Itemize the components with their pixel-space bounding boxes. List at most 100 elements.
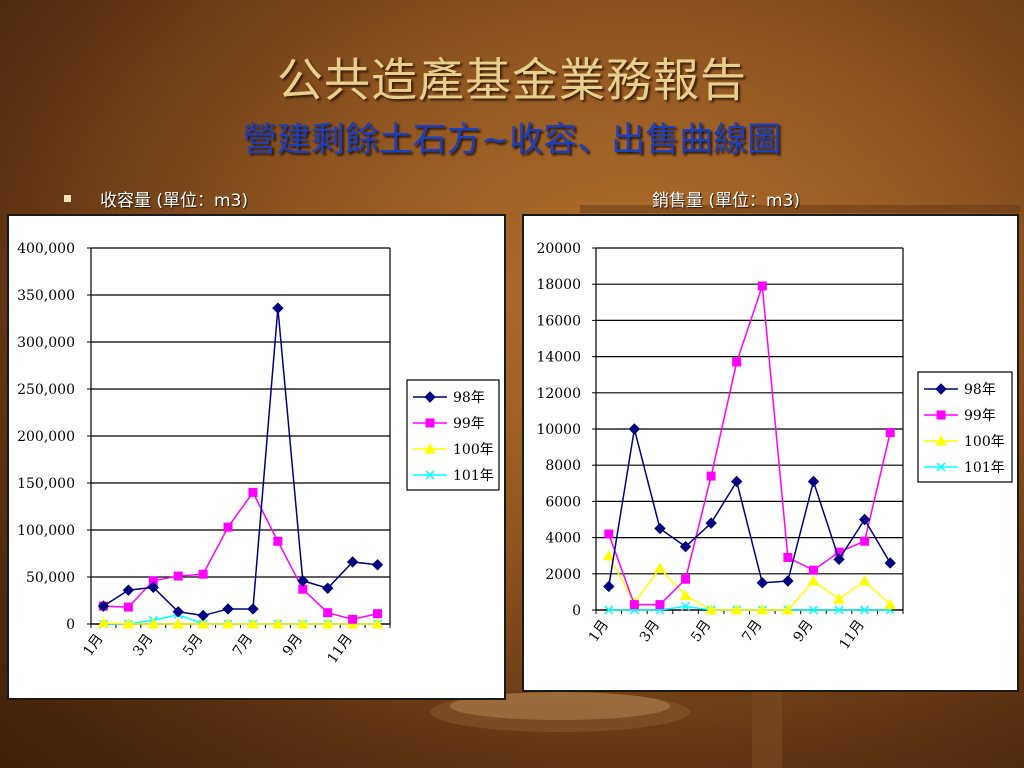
x-tick-label: 7月	[230, 631, 256, 659]
series-line	[103, 308, 378, 617]
legend-label: 101年	[964, 460, 1005, 476]
x-tick-label: 5月	[688, 617, 714, 645]
legend-label: 99年	[964, 408, 996, 424]
y-tick-label: 14000	[536, 350, 581, 366]
x-tick-label: 1月	[80, 631, 106, 659]
x-tick-label: 9月	[790, 617, 816, 645]
legend-label: 99年	[453, 416, 485, 432]
y-tick-label: 2000	[545, 567, 581, 583]
data-point	[297, 575, 309, 587]
x-tick-label: 3月	[637, 617, 663, 645]
page-title: 公共造產基金業務報告	[277, 53, 747, 107]
intake-line-chart: 0 50,000 100,000 150,000 200,000 250,000 300,0…	[17, 241, 500, 666]
data-point	[730, 603, 743, 615]
data-point	[123, 602, 133, 612]
data-point	[654, 562, 666, 573]
data-point	[371, 559, 384, 571]
data-point	[198, 569, 208, 579]
y-tick-label: 6000	[545, 494, 581, 510]
series-line	[103, 622, 378, 625]
legend-marker	[936, 462, 946, 472]
data-point	[603, 580, 615, 593]
data-point	[860, 536, 870, 546]
y-tick-label: 150,000	[17, 476, 75, 492]
x-tick-label: 3月	[130, 631, 156, 659]
data-point	[604, 529, 614, 539]
data-point	[147, 581, 159, 594]
x-tick-label: 5月	[180, 631, 206, 659]
x-tick-label: 1月	[586, 617, 612, 645]
y-tick-label: 18000	[536, 277, 581, 293]
data-point	[628, 423, 641, 435]
series-line	[608, 555, 891, 611]
series-line	[608, 285, 891, 606]
data-point	[782, 603, 794, 615]
data-point	[323, 608, 333, 618]
series-3	[97, 617, 384, 629]
data-point	[296, 617, 309, 629]
legend-marker	[935, 383, 947, 395]
y-tick-label: 20000	[536, 241, 581, 257]
legend-marker	[935, 434, 947, 446]
legend-label: 100年	[964, 434, 1005, 450]
data-point	[346, 556, 359, 568]
legend-label: 98年	[964, 382, 996, 398]
data-point	[602, 549, 615, 561]
data-point	[197, 617, 209, 629]
legend-marker	[424, 391, 436, 403]
y-tick-label: 0	[572, 603, 581, 619]
series-3	[602, 549, 897, 615]
data-point	[681, 601, 691, 611]
data-point	[321, 617, 334, 629]
data-point	[757, 281, 767, 291]
data-point	[371, 617, 384, 629]
y-tick-label: 350,000	[17, 288, 75, 304]
data-point	[222, 603, 234, 615]
data-point	[272, 617, 284, 629]
series-line	[103, 613, 378, 625]
data-point	[273, 536, 283, 546]
page-subtitle: 營建剩餘土石方~收容、出售曲線圖	[242, 120, 782, 160]
series-1	[97, 302, 384, 622]
data-point	[679, 589, 692, 601]
data-point	[705, 517, 717, 529]
sales-line-chart: 0 2000 4000 6000 8000 10000 12000 14000 16000 180…	[536, 241, 1013, 652]
legend: 98年 99年 100年 101年	[406, 379, 500, 491]
chart-caption-sales: 銷售量 (單位：m3)	[652, 191, 801, 211]
series-2	[604, 281, 895, 610]
legend-marker	[936, 410, 946, 420]
data-point	[731, 475, 743, 488]
y-tick-label: 12000	[536, 386, 581, 402]
x-tick-label: 11月	[325, 631, 356, 666]
legend-box	[406, 379, 500, 491]
data-point	[858, 575, 871, 586]
legend: 98年 99年 100年 101年	[917, 371, 1013, 483]
data-point	[373, 609, 383, 619]
x-tick-label: 7月	[739, 617, 765, 645]
data-point	[884, 598, 897, 610]
data-point	[833, 593, 845, 604]
legend-marker	[425, 470, 435, 480]
y-tick-label: 8000	[545, 458, 581, 474]
data-point	[655, 600, 665, 610]
data-point	[322, 582, 334, 594]
series-1	[603, 423, 896, 593]
y-tick-label: 50,000	[26, 570, 75, 586]
data-point	[858, 513, 871, 526]
data-point	[348, 614, 358, 624]
legend-marker	[424, 442, 436, 454]
data-point	[223, 522, 233, 532]
x-tick-label: 11月	[837, 617, 868, 652]
y-tick-label: 200,000	[17, 429, 75, 445]
y-tick-label: 4000	[545, 531, 581, 547]
series-2	[98, 487, 383, 624]
data-point	[884, 557, 896, 569]
data-point	[807, 475, 820, 488]
data-point	[272, 302, 284, 314]
data-point	[782, 575, 794, 587]
data-point	[604, 605, 614, 615]
bullet-icon	[64, 195, 71, 202]
data-point	[173, 571, 183, 581]
legend-marker	[425, 418, 435, 428]
y-tick-label: 0	[66, 617, 75, 633]
